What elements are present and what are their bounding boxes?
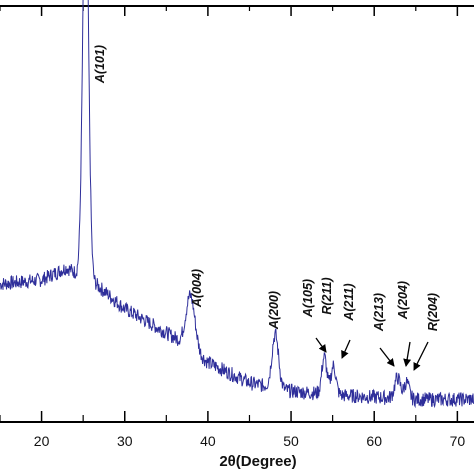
peak-label: A(105) bbox=[301, 279, 315, 318]
x-axis-label: 2θ(Degree) bbox=[219, 453, 296, 470]
peak-label: A(101) bbox=[93, 45, 107, 84]
peak-label: A(004) bbox=[190, 269, 204, 308]
peak-label: A(213) bbox=[372, 293, 386, 332]
xrd-series-line bbox=[0, 0, 474, 409]
x-tick-label: 70 bbox=[450, 433, 466, 449]
peak-label: R(211) bbox=[320, 277, 334, 314]
peak-arrow bbox=[315, 337, 327, 353]
peak-arrow bbox=[403, 341, 412, 367]
x-tick-label: 50 bbox=[283, 433, 299, 449]
x-tick-label: 60 bbox=[366, 433, 382, 449]
peak-label: A(211) bbox=[342, 283, 356, 321]
x-tick-label: 40 bbox=[200, 433, 216, 449]
x-tick-label: 20 bbox=[34, 433, 50, 449]
peak-arrow bbox=[379, 347, 395, 367]
peak-label: R(204) bbox=[426, 293, 440, 331]
peak-arrow bbox=[413, 341, 429, 371]
plot-frame bbox=[0, 5, 474, 423]
x-tick-label: 30 bbox=[117, 433, 133, 449]
peak-label: A(204) bbox=[396, 281, 410, 320]
peak-label: A(200) bbox=[267, 291, 281, 330]
peak-arrow bbox=[341, 339, 351, 359]
